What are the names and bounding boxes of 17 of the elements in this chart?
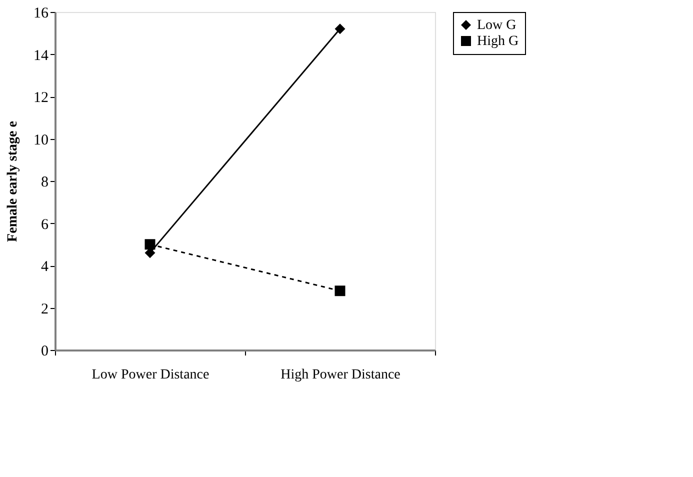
point bbox=[144, 239, 156, 250]
y-tick-label: 4 bbox=[41, 259, 49, 275]
y-tick-label: 12 bbox=[34, 90, 48, 106]
y-axis-title: Female early stage e bbox=[6, 121, 20, 242]
point bbox=[334, 24, 346, 34]
x-tick-label: Low Power Distance bbox=[92, 368, 210, 382]
legend-label: High G bbox=[477, 34, 519, 49]
point bbox=[334, 286, 346, 296]
x-tick-label: High Power Distance bbox=[280, 368, 400, 382]
y-tick-label: 10 bbox=[34, 132, 48, 148]
y-tick-label: 14 bbox=[34, 48, 49, 64]
legend-label: Low G bbox=[477, 18, 516, 33]
y-tick-label: 16 bbox=[34, 6, 49, 22]
y-tick-label: 6 bbox=[41, 216, 49, 233]
y-tick-label: 2 bbox=[41, 301, 48, 318]
y-tick-label: 8 bbox=[41, 174, 48, 190]
y-tick-label: 0 bbox=[41, 344, 48, 360]
